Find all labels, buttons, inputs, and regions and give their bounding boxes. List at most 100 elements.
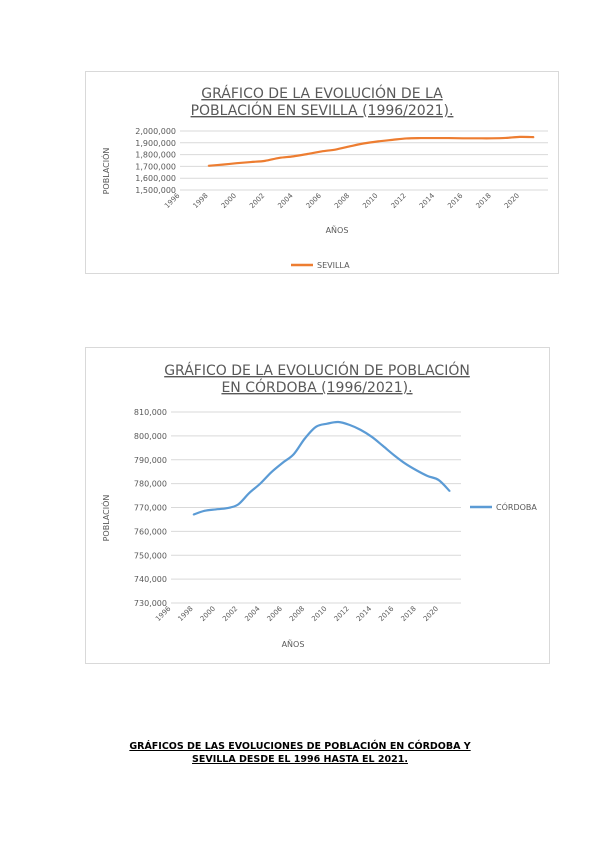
cor-x-tick-label: 2020 (422, 605, 440, 623)
cor-x-tick-label: 2006 (266, 604, 285, 623)
sev-data-point (292, 155, 294, 157)
cor-x-tick-label: 2004 (243, 604, 262, 623)
sevilla-y-tick-labels: 1,500,000 1,600,000 1,700,000 1,800,000 1,90… (135, 127, 176, 195)
sev-y-tick-label: 1,500,000 (135, 186, 176, 195)
sev-data-point (377, 140, 379, 142)
sev-x-tick-label: 2008 (333, 192, 351, 210)
sev-x-tick-label: 2014 (418, 191, 437, 210)
cor-x-tick-label: 2008 (288, 605, 306, 623)
cor-data-point (337, 421, 339, 423)
sev-data-point (490, 137, 492, 139)
sev-y-tick-label: 1,900,000 (135, 139, 176, 148)
cor-data-point (315, 426, 317, 428)
cor-y-tick-label: 790,000 (134, 456, 167, 465)
sev-data-point (207, 165, 209, 167)
sev-data-point (221, 164, 224, 166)
sev-x-tick-label: 1998 (191, 192, 209, 210)
cor-data-point (449, 490, 451, 492)
cor-data-point (371, 436, 373, 438)
cordoba-chart-title-line-2: EN CÓRDOBA (1996/2021). (221, 378, 412, 396)
sev-data-point (533, 136, 535, 138)
cor-data-point (270, 471, 272, 473)
sev-x-tick-label: 2020 (503, 192, 521, 210)
cor-data-point (293, 453, 295, 455)
sev-data-point (476, 137, 478, 139)
sevilla-legend: SEVILLA (291, 261, 350, 270)
sev-y-tick-label: 1,800,000 (135, 151, 176, 160)
cor-data-point (326, 423, 328, 425)
cor-data-point (360, 429, 362, 431)
sevilla-chart-title-line-2: POBLACIÓN EN SEVILLA (1996/2021). (191, 101, 454, 119)
sev-x-tick-label: 2006 (305, 191, 324, 210)
figure-caption-line-1: GRÁFICOS DE LAS EVOLUCIONES DE POBLACIÓN… (129, 741, 471, 752)
cor-x-tick-label: 2010 (310, 605, 328, 623)
cordoba-series-group (192, 420, 451, 516)
sev-data-point (391, 139, 393, 141)
cor-data-point (259, 483, 261, 485)
cordoba-x-axis-label: AÑOS (282, 639, 305, 649)
sevilla-legend-label: SEVILLA (317, 261, 350, 270)
sev-data-point (320, 150, 323, 153)
cor-x-tick-label: 2012 (333, 605, 351, 623)
sev-data-point (278, 157, 280, 159)
cor-y-tick-label: 750,000 (134, 551, 167, 560)
cor-data-point (438, 479, 440, 481)
sev-data-point (434, 137, 436, 139)
sev-data-point (349, 145, 351, 147)
sev-x-tick-label: 2012 (390, 192, 408, 210)
sev-data-point (448, 137, 450, 139)
sev-x-tick-label: 2004 (276, 191, 295, 210)
cor-y-tick-label: 730,000 (134, 599, 167, 608)
sev-x-tick-label: 2002 (248, 192, 266, 210)
cor-x-tick-label: 2002 (221, 605, 239, 623)
cor-y-tick-label: 810,000 (134, 408, 167, 417)
cor-data-point (226, 507, 228, 509)
sev-x-tick-label: 2016 (446, 191, 465, 210)
cor-y-tick-label: 770,000 (134, 504, 167, 513)
sev-x-tick-label: 2018 (475, 192, 493, 210)
cor-data-point (248, 492, 250, 494)
sevilla-chart-title-line-1: GRÁFICO DE LA EVOLUCIÓN DE LA (201, 84, 443, 102)
cor-data-point (348, 424, 351, 426)
sev-y-tick-label: 2,000,000 (135, 127, 176, 136)
cor-x-tick-label: 2018 (400, 605, 418, 623)
sev-data-point (420, 137, 422, 139)
sev-x-tick-label: 2010 (361, 192, 379, 210)
sevilla-x-axis-label: AÑOS (326, 225, 349, 235)
cor-data-point (304, 437, 306, 440)
cor-data-point (426, 475, 429, 477)
figure-caption-line-2: SEVILLA DESDE EL 1996 HASTA EL 2021. (192, 754, 408, 765)
sev-data-point (462, 137, 464, 139)
cor-data-point (215, 508, 217, 511)
sev-data-point (236, 162, 238, 164)
sev-x-tick-label: 2000 (220, 192, 238, 210)
sev-data-point (264, 160, 266, 162)
figure-caption: GRÁFICOS DE LAS EVOLUCIONES DE POBLACIÓN… (60, 740, 540, 766)
cor-data-point (203, 510, 206, 512)
sev-data-point (250, 161, 252, 163)
cor-x-tick-label: 2016 (377, 604, 396, 623)
cor-data-point (281, 462, 284, 464)
cor-data-point (382, 445, 384, 447)
cor-x-tick-label: 2014 (355, 604, 374, 623)
cor-y-tick-label: 800,000 (134, 432, 167, 441)
cordoba-y-tick-labels: 730,000 740,000 750,000 760,000 770,000 780,0… (134, 408, 167, 608)
sevilla-y-axis-label: POBLACIÓN (100, 148, 111, 195)
sevilla-chart: GRÁFICO DE LA EVOLUCIÓN DE LA POBLACIÓN … (100, 84, 548, 270)
sevilla-chart-frame: GRÁFICO DE LA EVOLUCIÓN DE LA POBLACIÓN … (85, 71, 559, 274)
cor-data-point (192, 514, 194, 516)
sev-data-point (306, 153, 308, 155)
cordoba-x-tick-labels: 1996 1998 2000 2002 2004 2006 2008 2010 2012 2014… (154, 604, 440, 623)
cordoba-legend-label: CÓRDOBA (496, 501, 537, 512)
cor-data-point (393, 454, 395, 456)
cor-data-point (415, 469, 417, 471)
sev-data-point (405, 137, 408, 140)
cor-data-point (237, 504, 239, 506)
cordoba-gridlines (171, 411, 461, 604)
sev-data-point (519, 136, 521, 138)
cor-data-point (404, 462, 406, 465)
cor-x-tick-label: 2000 (199, 605, 217, 623)
cordoba-y-axis-label: POBLACIÓN (100, 495, 111, 542)
sev-y-tick-label: 1,600,000 (135, 174, 176, 183)
sevilla-gridlines (180, 130, 548, 191)
